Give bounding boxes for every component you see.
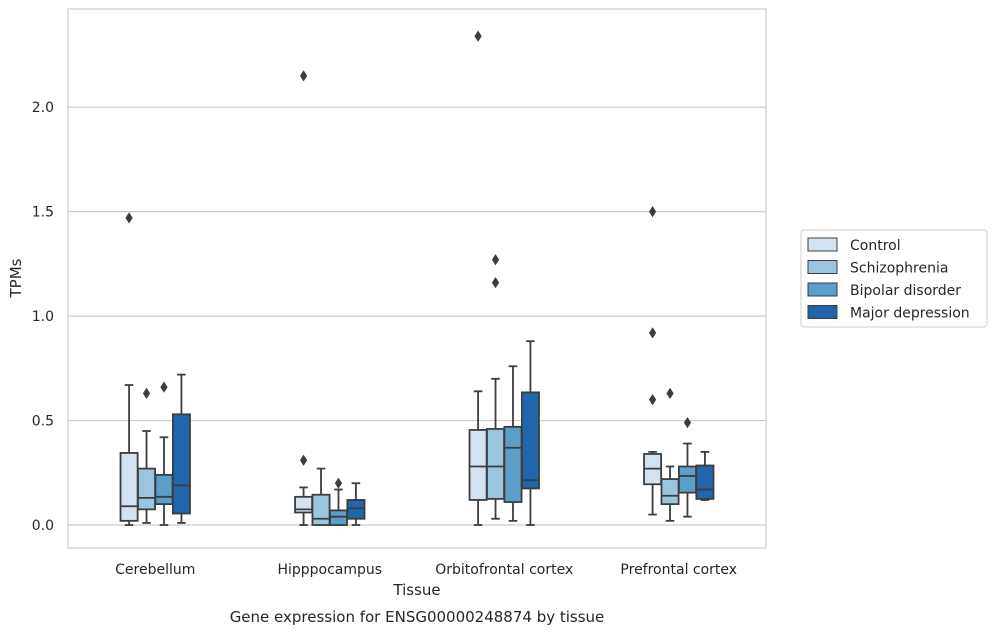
box-group xyxy=(294,70,314,526)
box-group xyxy=(520,340,540,526)
outlier-point xyxy=(666,387,674,400)
outlier-point xyxy=(491,253,500,266)
box-group xyxy=(468,30,488,526)
box-group xyxy=(119,212,139,526)
box-group xyxy=(503,365,523,522)
y-tick-label: 1.5 xyxy=(32,205,54,221)
x-tick-label: Hipppocampus xyxy=(277,562,382,578)
y-tick-labels: 0.0 0.5 1.0 1.5 2.0 xyxy=(32,100,54,534)
outlier-point xyxy=(683,416,692,429)
box-layer xyxy=(119,30,715,526)
box-group xyxy=(311,467,331,526)
outlier-point xyxy=(299,454,308,466)
legend-label: Schizophrenia xyxy=(850,261,948,277)
box-group xyxy=(171,373,191,524)
box xyxy=(137,467,156,511)
y-axis-label: TPMs xyxy=(7,258,25,298)
legend-label: Control xyxy=(850,238,901,254)
outlier-point xyxy=(648,327,657,339)
box-group xyxy=(329,477,348,526)
legend-swatch xyxy=(807,282,838,297)
y-tick-label: 2.0 xyxy=(32,100,54,116)
outlier-point xyxy=(491,276,500,289)
box xyxy=(520,391,540,490)
x-axis-label: Tissue xyxy=(392,581,440,599)
y-tick-label: 0.5 xyxy=(32,414,54,430)
y-tick-label: 0.0 xyxy=(32,518,54,534)
legend-swatch xyxy=(807,237,838,252)
box xyxy=(503,425,523,503)
legend-swatch xyxy=(807,305,838,319)
box-group xyxy=(486,253,505,520)
x-tick-label: Cerebellum xyxy=(115,562,195,578)
box-group xyxy=(660,387,680,522)
box xyxy=(154,473,174,506)
x-tick-labels: Cerebellum Hipppocampus Orbitofrontal cort… xyxy=(115,562,737,578)
box-group xyxy=(137,387,156,524)
legend-frame xyxy=(800,229,988,328)
plot-area-frame xyxy=(67,8,767,549)
outlier-point xyxy=(474,30,482,42)
x-tick-label: Orbitofrontal cortex xyxy=(435,562,573,578)
legend-label: Major depression xyxy=(850,306,970,322)
outlier-point xyxy=(142,387,151,400)
figure-caption: Gene expression for ENSG00000248874 by t… xyxy=(230,608,605,626)
box xyxy=(311,493,331,526)
box xyxy=(486,428,505,500)
outlier-point xyxy=(648,393,657,406)
box-group xyxy=(346,482,366,526)
box-group xyxy=(695,450,715,501)
outlier-point xyxy=(125,212,133,224)
box xyxy=(695,464,715,500)
legend-label: Bipolar disorder xyxy=(850,283,961,299)
box xyxy=(678,465,697,494)
box-group xyxy=(643,205,663,516)
box xyxy=(346,499,366,520)
outlier-point xyxy=(299,70,308,82)
box-group xyxy=(678,416,697,518)
box xyxy=(468,429,488,501)
outlier-point xyxy=(160,381,168,393)
y-tick-label: 1.0 xyxy=(32,309,54,325)
box xyxy=(660,478,680,506)
outlier-point xyxy=(648,205,657,218)
box xyxy=(119,452,139,522)
outlier-point xyxy=(334,477,343,489)
legend: Control Schizophrenia Bipolar disorder Majo… xyxy=(800,229,988,328)
x-tick-label: Prefrontal cortex xyxy=(620,562,737,578)
box xyxy=(329,509,348,526)
box xyxy=(171,413,191,515)
legend-swatch xyxy=(807,260,838,274)
box-group xyxy=(154,381,174,526)
